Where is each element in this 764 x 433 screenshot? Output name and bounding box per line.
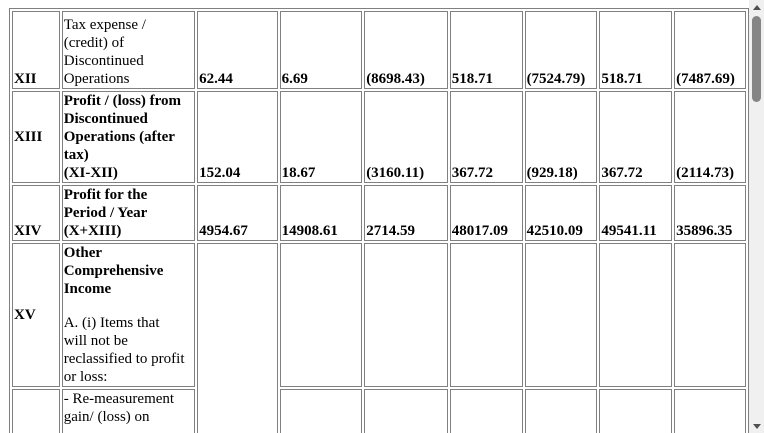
value-cell: 6.69 (279, 11, 363, 89)
row-number: XV (12, 243, 60, 387)
description-line: Operations (after (63, 129, 175, 145)
row-number: XIV (12, 185, 60, 241)
empty-cell (364, 243, 448, 387)
scroll-up-button[interactable] (749, 0, 764, 14)
row-description: Profit / (loss) from Discontinued Operat… (61, 91, 196, 183)
table-row-xii: XII Tax expense / (credit) of Discontinu… (12, 11, 746, 89)
value-cell: 35896.35 (674, 185, 746, 241)
value-cell: (7524.79) (524, 11, 598, 89)
description-line: Period / Year (63, 205, 148, 221)
value-cell: 14908.61 (279, 185, 363, 241)
value-cell: 518.71 (599, 11, 673, 89)
empty-cell (197, 243, 278, 433)
empty-cell (674, 389, 746, 433)
empty-cell (524, 243, 598, 387)
table-row-xiii: XIII Profit / (loss) from Discontinued O… (12, 91, 746, 183)
value-cell: (2114.73) (674, 91, 746, 183)
value-cell: 152.04 (197, 91, 278, 183)
row-number: XIII (12, 91, 60, 183)
description-line: Other (63, 245, 103, 261)
empty-cell (279, 243, 363, 387)
vertical-scrollbar[interactable] (749, 0, 764, 433)
description-line: - Re-measurement (63, 391, 175, 407)
description-line: Income (63, 281, 112, 297)
row-description: - Re-measurement gain/ (loss) on (61, 389, 196, 433)
description-line: (XI-XII) (63, 165, 118, 181)
value-cell: (8698.43) (364, 11, 448, 89)
description-line: Discontinued (63, 111, 148, 127)
value-cell: 367.72 (599, 91, 673, 183)
row-description: Profit for the Period / Year (X+XIII) (61, 185, 196, 241)
empty-cell (674, 243, 746, 387)
value-cell: 49541.11 (599, 185, 673, 241)
empty-cell (599, 243, 673, 387)
scroll-down-button[interactable] (749, 419, 764, 433)
row-number: XII (12, 11, 60, 89)
description-line: will not be (63, 333, 128, 349)
value-cell: 367.72 (449, 91, 523, 183)
row-description: Tax expense / (credit) of Discontinued O… (61, 11, 196, 89)
table-row-xiv: XIV Profit for the Period / Year (X+XIII… (12, 185, 746, 241)
value-cell: 4954.67 (197, 185, 278, 241)
value-cell: (929.18) (524, 91, 598, 183)
description-line: gain/ (loss) on (63, 409, 150, 425)
description-line: A. (i) Items that (63, 315, 160, 331)
description-line: (credit) of (63, 35, 125, 51)
line-gap (64, 298, 193, 314)
value-cell: (3160.11) (364, 91, 448, 183)
value-cell: 48017.09 (449, 185, 523, 241)
row-description: Other Comprehensive Income A. (i) Items … (61, 243, 196, 387)
scrollbar-thumb[interactable] (752, 16, 761, 102)
description-line: Comprehensive (63, 263, 164, 279)
description-line: (X+XIII) (63, 223, 122, 239)
description-line: Profit for the (63, 187, 148, 203)
value-cell: 62.44 (197, 11, 278, 89)
description-line: or loss: (63, 369, 108, 385)
description-line: Operations (63, 71, 130, 87)
description-line: tax) (63, 147, 89, 163)
value-cell: 18.67 (279, 91, 363, 183)
empty-cell (599, 389, 673, 433)
value-cell: (7487.69) (674, 11, 746, 89)
table-row-partial: - Re-measurement gain/ (loss) on (12, 389, 746, 433)
financial-results-table: XII Tax expense / (credit) of Discontinu… (9, 8, 749, 433)
empty-cell (449, 243, 523, 387)
empty-cell (524, 389, 598, 433)
empty-cell (12, 389, 60, 433)
value-cell: 2714.59 (364, 185, 448, 241)
table-row-xv: XV Other Comprehensive Income A. (i) Ite… (12, 243, 746, 433)
arrow-down-icon (752, 423, 761, 429)
description-line: Tax expense / (63, 17, 146, 33)
value-cell: 518.71 (449, 11, 523, 89)
empty-cell (364, 389, 448, 433)
arrow-up-icon (752, 4, 761, 10)
description-line: Discontinued (63, 53, 144, 69)
empty-cell (279, 389, 363, 433)
empty-cell (449, 389, 523, 433)
value-cell: 42510.09 (524, 185, 598, 241)
description-line: Profit / (loss) from (63, 93, 182, 109)
description-line: reclassified to profit (63, 351, 185, 367)
